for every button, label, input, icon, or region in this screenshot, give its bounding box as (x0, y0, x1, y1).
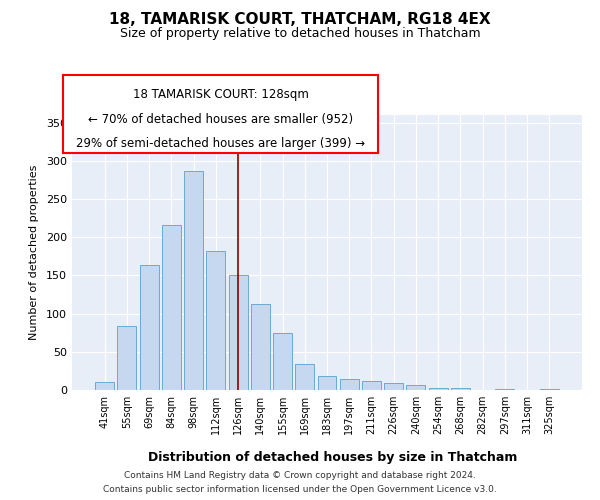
Bar (429, 388, 448, 390)
Bar (340, 380, 359, 390)
Bar (540, 389, 559, 390)
Bar (118, 326, 136, 390)
Text: 18, TAMARISK COURT, THATCHAM, RG18 4EX: 18, TAMARISK COURT, THATCHAM, RG18 4EX (109, 12, 491, 28)
Text: Contains public sector information licensed under the Open Government Licence v3: Contains public sector information licen… (103, 484, 497, 494)
Bar (95, 382, 114, 390)
Bar (206, 251, 225, 390)
Bar (184, 171, 203, 390)
Text: 18 TAMARISK COURT: 128sqm: 18 TAMARISK COURT: 128sqm (133, 88, 308, 101)
Text: Contains HM Land Registry data © Crown copyright and database right 2024.: Contains HM Land Registry data © Crown c… (124, 472, 476, 480)
Bar (451, 388, 470, 390)
Text: ← 70% of detached houses are smaller (952): ← 70% of detached houses are smaller (95… (88, 114, 353, 126)
Bar (251, 304, 270, 390)
Bar (406, 386, 425, 390)
Text: 29% of semi-detached houses are larger (399) →: 29% of semi-detached houses are larger (… (76, 136, 365, 149)
Text: Size of property relative to detached houses in Thatcham: Size of property relative to detached ho… (119, 28, 481, 40)
Bar (162, 225, 181, 390)
Bar (496, 389, 514, 390)
Text: Distribution of detached houses by size in Thatcham: Distribution of detached houses by size … (148, 451, 518, 464)
Bar (229, 276, 248, 390)
Bar (273, 332, 292, 390)
Bar (317, 376, 337, 390)
Bar (140, 264, 158, 390)
Bar (295, 364, 314, 390)
Y-axis label: Number of detached properties: Number of detached properties (29, 165, 39, 340)
Bar (384, 383, 403, 390)
Bar (362, 381, 381, 390)
